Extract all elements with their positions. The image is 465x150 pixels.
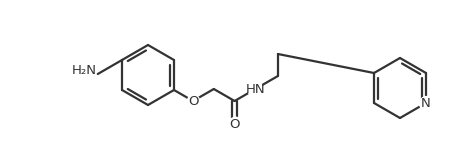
Text: O: O [188, 94, 198, 108]
Text: N: N [421, 96, 431, 110]
Text: HN: HN [246, 82, 265, 96]
Text: H₂N: H₂N [71, 64, 96, 78]
Text: O: O [229, 117, 240, 130]
